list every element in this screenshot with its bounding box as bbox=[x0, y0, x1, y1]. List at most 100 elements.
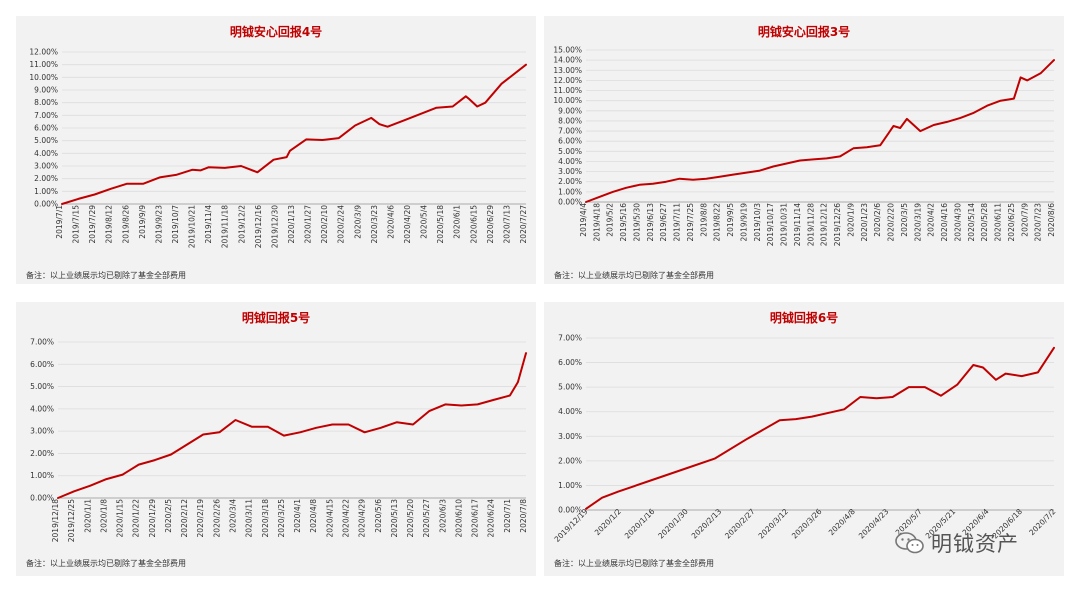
x-tick-label: 2019/10/7 bbox=[171, 205, 180, 244]
x-tick-label: 2019/4/4 bbox=[579, 203, 588, 237]
chart-title: 明钺安心回报4号 bbox=[230, 24, 322, 39]
x-tick-label: 2019/12/26 bbox=[833, 203, 842, 246]
x-tick-label: 2019/11/28 bbox=[806, 203, 815, 246]
chart-panel-4: 明钺回报6号 0.00% 1.00% 2.00% 3.00% 4.00% 5.00% 6.00… bbox=[544, 302, 1064, 576]
y-tick-label: 6.00% bbox=[34, 124, 58, 133]
x-tick-label: 2019/8/8 bbox=[699, 203, 708, 237]
x-tick-label: 2020/3/11 bbox=[245, 499, 254, 538]
x-tick-label: 2020/7/9 bbox=[1020, 203, 1029, 237]
x-tick-label: 2020/4/29 bbox=[358, 499, 367, 538]
x-tick-label: 2020/3/19 bbox=[913, 203, 922, 242]
x-tick-label: 2020/1/13 bbox=[287, 205, 296, 244]
x-tick-label: 2020/7/8 bbox=[519, 499, 528, 533]
x-tick-label: 2020/6/25 bbox=[1007, 203, 1016, 242]
x-tick-label: 2019/8/26 bbox=[121, 205, 130, 244]
y-tick-label: 4.00% bbox=[30, 404, 54, 413]
x-tick-label: 2020/3/18 bbox=[261, 499, 270, 538]
y-tick-label: 1.00% bbox=[34, 187, 58, 196]
x-tick-label: 2019/5/2 bbox=[606, 203, 615, 237]
x-tick-label: 2019/12/30 bbox=[270, 205, 279, 248]
y-tick-label: 4.00% bbox=[558, 157, 582, 166]
y-tick-label: 12.00% bbox=[29, 48, 58, 57]
y-tick-label: 7.00% bbox=[34, 111, 58, 120]
x-tick-label: 2019/7/15 bbox=[72, 205, 81, 244]
x-tick-label: 2020/6/10 bbox=[454, 499, 463, 538]
chart-svg-2: 明钺安心回报3号 0.00% 1.00%2.00%3.00%4.00%5.00%6.… bbox=[553, 24, 1056, 246]
x-tick-label: 2020/6/3 bbox=[438, 499, 447, 533]
x-tick-label: 2020/7/27 bbox=[519, 205, 528, 244]
y-tick-label: 2.00% bbox=[30, 449, 54, 458]
x-tick-label: 2020/1/8 bbox=[99, 499, 108, 533]
x-tick-label: 2020/2/13 bbox=[690, 507, 724, 541]
x-tick-label: 2020/4/8 bbox=[827, 507, 857, 537]
chart-title: 明钺回报5号 bbox=[242, 310, 310, 325]
chart-note-1: 备注：以上业绩展示均已剔除了基金全部费用 bbox=[26, 271, 186, 280]
x-tick-label: 2020/4/16 bbox=[940, 203, 949, 242]
y-tick-label: 2.00% bbox=[558, 456, 582, 465]
chart-title: 明钺回报6号 bbox=[770, 310, 838, 325]
x-tick-label: 2019/7/11 bbox=[673, 203, 682, 242]
x-tick-label: 2019/11/18 bbox=[221, 205, 230, 248]
x-tick-label: 2020/3/12 bbox=[757, 507, 791, 541]
y-tick-label: 0.00% bbox=[30, 494, 54, 503]
y-tick-label: 6.00% bbox=[30, 360, 54, 369]
x-tick-label: 2019/10/3 bbox=[753, 203, 762, 242]
x-tick-label: 2019/12/2 bbox=[237, 205, 246, 244]
x-tick-label: 2020/5/14 bbox=[967, 203, 976, 242]
x-tick-label: 2020/5/13 bbox=[390, 499, 399, 538]
x-tick-label: 2020/2/20 bbox=[887, 203, 896, 242]
x-tick-label: 2020/2/5 bbox=[164, 499, 173, 533]
watermark-text: 明钺资产 bbox=[931, 532, 1019, 556]
x-tick-label: 2020/8/6 bbox=[1047, 203, 1056, 237]
y-tick-label: 15.00% bbox=[553, 46, 582, 55]
x-tick-label: 2020/1/22 bbox=[132, 499, 141, 538]
x-tick-label: 2019/5/30 bbox=[632, 203, 641, 242]
y-tick-label: 4.00% bbox=[558, 407, 582, 416]
y-tick-label: 1.00% bbox=[30, 471, 54, 480]
y-tick-label: 7.00% bbox=[558, 127, 582, 136]
x-tick-label: 2019/12/25 bbox=[67, 499, 76, 542]
chart-note-3: 备注：以上业绩展示均已剔除了基金全部费用 bbox=[26, 559, 186, 568]
x-tick-label: 2019/8/12 bbox=[105, 205, 114, 244]
x-tick-label: 2020/6/11 bbox=[994, 203, 1003, 242]
x-tick-label: 2020/6/15 bbox=[469, 205, 478, 244]
y-tick-label: 11.00% bbox=[29, 60, 58, 69]
x-tick-label: 2020/3/23 bbox=[370, 205, 379, 244]
x-tick-label: 2020/2/27 bbox=[723, 507, 757, 541]
x-tick-label: 2020/2/10 bbox=[320, 205, 329, 244]
x-tick-label: 2020/7/2 bbox=[1027, 507, 1057, 537]
x-tick-label: 2019/5/16 bbox=[619, 203, 628, 242]
y-tick-label: 2.00% bbox=[558, 177, 582, 186]
x-tick-label: 2020/1/27 bbox=[304, 205, 313, 244]
x-tick-label: 2020/4/8 bbox=[309, 499, 318, 533]
x-tick-label: 2020/2/24 bbox=[337, 205, 346, 244]
series-line bbox=[585, 346, 1055, 510]
x-tick-label: 2019/8/22 bbox=[713, 203, 722, 242]
x-tick-label: 2019/11/14 bbox=[793, 203, 802, 246]
chart-note-2: 备注：以上业绩展示均已剔除了基金全部费用 bbox=[554, 271, 714, 280]
y-tick-label: 11.00% bbox=[553, 86, 582, 95]
x-tick-label: 2020/4/22 bbox=[341, 499, 350, 538]
chart-svg-4: 明钺回报6号 0.00% 1.00% 2.00% 3.00% 4.00% 5.00% 6.00… bbox=[553, 310, 1058, 544]
x-tick-label: 2019/10/21 bbox=[188, 205, 197, 248]
x-tick-label: 2020/5/27 bbox=[422, 499, 431, 538]
x-tick-label: 2020/1/30 bbox=[656, 507, 690, 541]
x-tick-label: 2020/6/1 bbox=[453, 205, 462, 239]
x-tick-label: 2020/3/25 bbox=[277, 499, 286, 538]
y-tick-label: 5.00% bbox=[30, 382, 54, 391]
y-tick-label: 10.00% bbox=[29, 73, 58, 82]
x-tick-label: 2020/7/13 bbox=[502, 205, 511, 244]
x-tick-label: 2020/4/23 bbox=[857, 507, 891, 541]
x-tick-label: 2020/5/6 bbox=[374, 499, 383, 533]
y-tick-label: 9.00% bbox=[34, 86, 58, 95]
y-tick-label: 8.00% bbox=[34, 98, 58, 107]
x-tick-label: 2019/6/27 bbox=[659, 203, 668, 242]
x-tick-label: 2020/4/6 bbox=[386, 205, 395, 239]
y-tick-label: 0.00% bbox=[34, 200, 58, 209]
y-tick-label: 6.00% bbox=[558, 358, 582, 367]
wechat-icon bbox=[895, 532, 924, 554]
x-tick-label: 2020/6/24 bbox=[487, 499, 496, 538]
y-tick-label: 14.00% bbox=[553, 56, 582, 65]
y-tick-label: 7.00% bbox=[558, 334, 582, 343]
y-tick-label: 3.00% bbox=[558, 432, 582, 441]
